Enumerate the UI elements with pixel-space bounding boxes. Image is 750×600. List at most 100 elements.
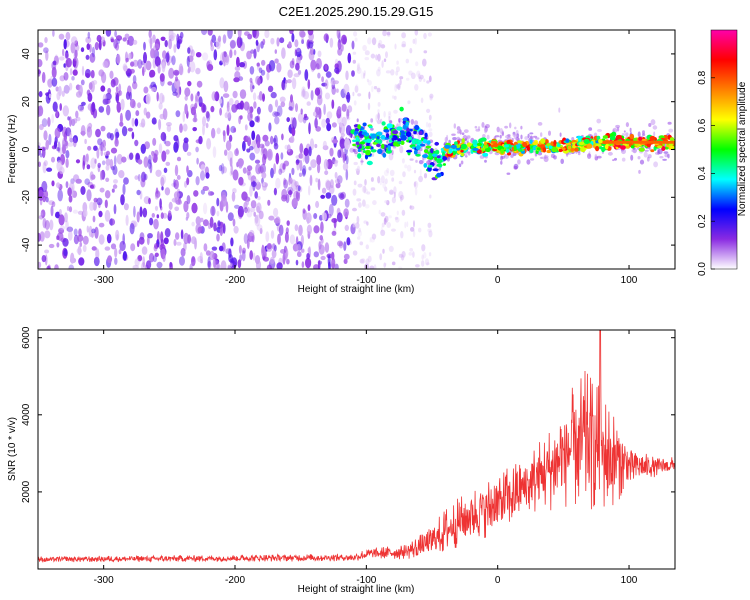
signal-blob xyxy=(376,136,380,140)
signal-halo xyxy=(484,127,487,134)
sparse-blob xyxy=(382,248,385,254)
noise-blob xyxy=(175,76,178,82)
sparse-blob xyxy=(372,152,375,157)
noise-blob xyxy=(137,59,143,69)
noise-blob xyxy=(51,201,56,208)
signal-halo xyxy=(558,107,561,113)
noise-blob xyxy=(287,186,294,195)
sparse-blob xyxy=(391,177,395,182)
signal-halo xyxy=(457,130,460,134)
sparse-blob xyxy=(388,215,392,219)
sparse-blob xyxy=(376,119,381,125)
signal-blob xyxy=(381,121,386,126)
noise-blob xyxy=(276,37,280,47)
noise-blob xyxy=(173,69,180,76)
noise-blob xyxy=(317,163,321,174)
signal-blob xyxy=(365,149,371,156)
sparse-blob xyxy=(378,209,381,215)
sparse-blob xyxy=(366,78,369,83)
sparse-blob xyxy=(383,58,387,62)
noise-blob xyxy=(268,103,273,113)
noise-blob xyxy=(141,262,146,269)
signal-halo xyxy=(477,126,481,131)
noise-blob xyxy=(246,169,251,176)
signal-blob xyxy=(620,145,626,150)
noise-blob xyxy=(230,237,234,247)
noise-blob xyxy=(200,170,205,181)
noise-blob xyxy=(105,150,111,156)
signal-blob xyxy=(422,139,428,144)
noise-blob xyxy=(112,184,118,189)
noise-blob xyxy=(115,94,118,102)
noise-blob xyxy=(267,199,271,206)
noise-blob xyxy=(98,234,105,245)
noise-blob xyxy=(101,70,104,78)
signal-blob xyxy=(583,138,590,144)
noise-blob xyxy=(95,128,101,138)
signal-halo xyxy=(625,132,629,137)
noise-blob xyxy=(94,42,99,51)
signal-blob xyxy=(503,144,509,148)
noise-blob xyxy=(211,91,217,101)
noise-blob xyxy=(308,185,311,196)
sparse-blob xyxy=(410,227,415,232)
sparse-blob xyxy=(357,229,363,237)
noise-blob xyxy=(91,101,96,113)
signal-halo xyxy=(481,122,485,128)
noise-blob xyxy=(298,172,303,177)
noise-blob xyxy=(331,218,338,223)
signal-halo xyxy=(543,155,549,159)
noise-blob xyxy=(45,139,49,150)
noise-blob xyxy=(295,159,301,164)
noise-blob xyxy=(72,69,78,76)
sparse-blob xyxy=(364,179,367,186)
sparse-blob xyxy=(426,262,430,266)
noise-blob xyxy=(307,30,314,36)
signal-blob xyxy=(630,145,635,149)
sparse-blob xyxy=(396,60,399,65)
noise-blob xyxy=(56,242,60,248)
noise-blob xyxy=(134,175,139,180)
noise-blob xyxy=(307,41,314,49)
sparse-blob xyxy=(429,93,434,99)
noise-blob xyxy=(121,126,128,137)
signal-halo xyxy=(434,166,438,169)
noise-blob xyxy=(113,204,117,215)
noise-blob xyxy=(261,144,265,154)
signal-blob xyxy=(402,120,407,124)
noise-blob xyxy=(281,47,286,59)
noise-blob xyxy=(77,234,84,242)
noise-blob xyxy=(307,204,311,212)
sparse-blob xyxy=(376,86,381,95)
noise-blob xyxy=(347,105,353,113)
sparse-blob xyxy=(379,118,383,124)
noise-blob xyxy=(256,224,263,231)
noise-blob xyxy=(256,106,261,115)
noise-blob xyxy=(145,60,152,71)
sparse-blob xyxy=(401,209,406,216)
sparse-blob xyxy=(382,30,387,37)
signal-blob xyxy=(470,145,475,150)
signal-blob xyxy=(389,135,393,139)
noise-blob xyxy=(337,240,343,247)
noise-blob xyxy=(129,98,136,109)
noise-blob xyxy=(147,233,153,239)
signal-blob xyxy=(450,144,457,149)
noise-blob xyxy=(44,37,48,44)
noise-blob xyxy=(242,167,247,174)
signal-blob xyxy=(359,141,366,145)
noise-blob xyxy=(298,30,306,38)
noise-blob xyxy=(82,154,86,166)
signal-blob xyxy=(595,145,600,152)
signal-blob xyxy=(580,146,586,153)
noise-blob xyxy=(290,136,295,143)
signal-blob xyxy=(400,135,407,141)
noise-blob xyxy=(140,118,146,128)
noise-blob xyxy=(223,130,226,143)
colorbar-tick-label: 0.4 xyxy=(697,166,708,180)
noise-blob xyxy=(202,219,209,227)
noise-blob xyxy=(334,178,340,184)
noise-blob xyxy=(298,224,303,236)
noise-blob xyxy=(125,109,131,121)
signal-blob xyxy=(432,168,439,172)
